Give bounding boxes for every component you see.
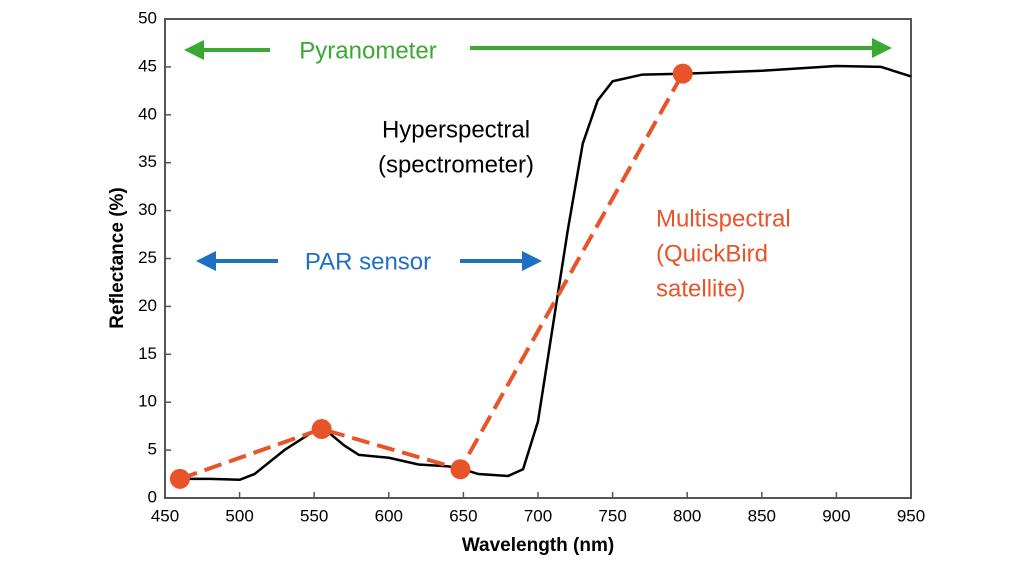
x-tick-label: 750	[598, 506, 626, 525]
x-tick-label: 550	[300, 506, 328, 525]
annotation: Multispectral	[656, 205, 791, 232]
y-tick-label: 5	[148, 440, 157, 459]
y-tick-label: 10	[138, 392, 157, 411]
series-line	[179, 64, 912, 482]
data-point	[672, 63, 693, 84]
annotation: PAR sensor	[305, 248, 431, 275]
x-tick-label: 950	[897, 506, 925, 525]
x-tick-label: 800	[673, 506, 701, 525]
annotation: Pyranometer	[299, 37, 436, 64]
y-tick-label: 45	[138, 56, 157, 75]
data-point	[450, 459, 471, 480]
x-tick-label: 450	[151, 506, 179, 525]
annotation: Hyperspectral	[382, 116, 530, 143]
x-tick-label: 700	[524, 506, 552, 525]
series-line	[179, 72, 685, 481]
x-tick-label: 650	[449, 506, 477, 525]
x-tick-label: 900	[822, 506, 850, 525]
y-tick-label: 25	[138, 248, 157, 267]
arrows	[184, 38, 892, 271]
annotation: (QuickBird	[656, 240, 768, 267]
data-point	[311, 419, 332, 440]
y-axis-label: Reflectance (%)	[107, 187, 128, 329]
data-point	[169, 468, 190, 489]
y-tick-label: 20	[138, 296, 157, 315]
y-tick-label: 30	[138, 200, 157, 219]
x-tick-label: 850	[748, 506, 776, 525]
y-tick-label: 0	[148, 487, 157, 506]
annotation: (spectrometer)	[378, 151, 534, 178]
x-axis-label: Wavelength (nm)	[462, 535, 614, 556]
x-tick-label: 500	[225, 506, 253, 525]
y-tick-label: 50	[138, 8, 157, 27]
x-tick-label: 600	[375, 506, 403, 525]
y-tick-label: 35	[138, 152, 157, 171]
annotation: satellite)	[656, 275, 745, 302]
y-tick-label: 15	[138, 344, 157, 363]
y-tick-label: 40	[138, 104, 157, 123]
